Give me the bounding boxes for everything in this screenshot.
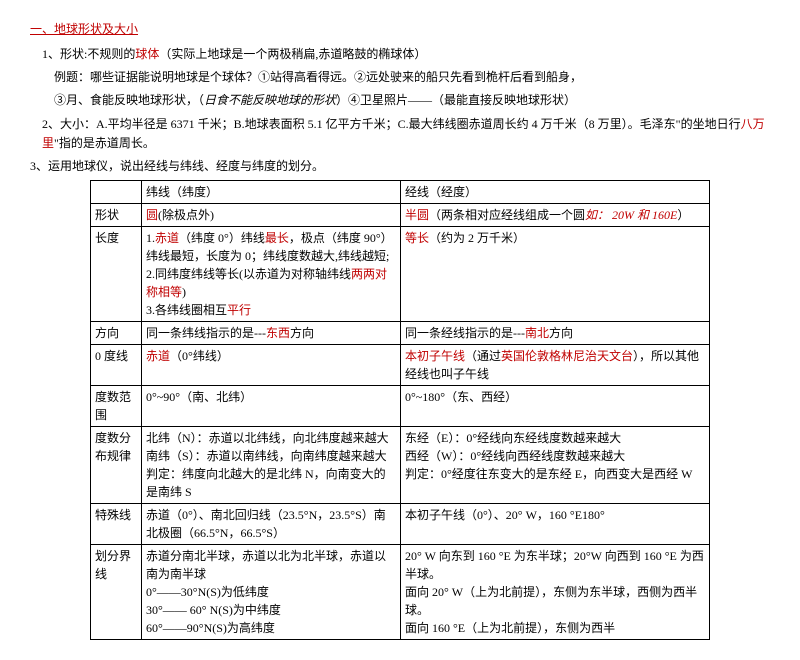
cell bbox=[91, 181, 142, 204]
cell: 圆(除极点外) bbox=[142, 204, 401, 227]
t: （约为 2 万千米） bbox=[429, 231, 525, 245]
cell: 北纬（N）：赤道以北纬线，向北纬度越来越大 南纬（S）：赤道以南纬线，向南纬度越… bbox=[142, 427, 401, 504]
cell: 0°~180°（东、西经） bbox=[401, 386, 710, 427]
t: 3.各纬线圈相互 bbox=[146, 303, 227, 317]
t: 赤道 bbox=[146, 349, 170, 363]
t: 2.同纬度纬线等长(以赤道为对称轴纬线 bbox=[146, 267, 351, 281]
cell: 本初子午线（通过英国伦敦格林尼治天文台），所以其他经线也叫子午线 bbox=[401, 345, 710, 386]
t: 圆 bbox=[146, 208, 158, 222]
table-row: 形状 圆(除极点外) 半圆（两条相对应经线组成一个圆如： 20W 和 160E） bbox=[91, 204, 710, 227]
t: 等长 bbox=[405, 231, 429, 245]
t: 方向 bbox=[290, 326, 314, 340]
t: 半圆 bbox=[405, 208, 429, 222]
t: 1. bbox=[146, 231, 155, 245]
t: （通过 bbox=[465, 349, 501, 363]
t: （0°纬线） bbox=[170, 349, 229, 363]
cell: 0 度线 bbox=[91, 345, 142, 386]
table-row: 特殊线 赤道（0°）、南北回归线（23.5°N，23.5°S）南北极圈（66.5… bbox=[91, 504, 710, 545]
t: 南北 bbox=[525, 326, 549, 340]
t: 面向 160 °E（上为北前提），东侧为西半 bbox=[405, 621, 615, 635]
para-2: 2、大小：A.平均半径是 6371 千米；B.地球表面积 5.1 亿平方千米；C… bbox=[30, 115, 770, 153]
p1-b: 球体 bbox=[135, 47, 159, 61]
t: 平行 bbox=[227, 303, 251, 317]
t: 60°——90°N(S)为高纬度 bbox=[146, 621, 275, 635]
t: 20° W 向东到 160 °E 为东半球；20°W 向西到 160 °E 为西… bbox=[405, 549, 704, 581]
table-row: 长度 1.赤道（纬度 0°）纬线最长，极点（纬度 90°）纬线最短，长度为 0；… bbox=[91, 227, 710, 322]
para-1: 1、形状:不规则的球体（实际上地球是一个两极稍扁,赤道略鼓的椭球体） bbox=[30, 45, 770, 64]
cell: 度数范围 bbox=[91, 386, 142, 427]
cell: 长度 bbox=[91, 227, 142, 322]
p1-c: （实际上地球是一个两极稍扁,赤道略鼓的椭球体） bbox=[159, 47, 426, 61]
t: 赤道分南北半球，赤道以北为北半球，赤道以南为南半球 bbox=[146, 549, 386, 581]
cell: 纬线（纬度） bbox=[142, 181, 401, 204]
cell: 赤道（0°）、南北回归线（23.5°N，23.5°S）南北极圈（66.5°N，6… bbox=[142, 504, 401, 545]
cell: 经线（经度） bbox=[401, 181, 710, 204]
section-title: 一、地球形状及大小 bbox=[30, 20, 770, 37]
cell: 东经（E）：0°经线向东经线度数越来越大 西经（W）：0°经线向西经线度数越来越… bbox=[401, 427, 710, 504]
p1-a: 1、形状:不规则的 bbox=[42, 47, 135, 61]
t: 东西 bbox=[266, 326, 290, 340]
t: 最长 bbox=[265, 231, 289, 245]
cell: 赤道分南北半球，赤道以北为北半球，赤道以南为南半球 0°——30°N(S)为低纬… bbox=[142, 545, 401, 640]
cell: 1.赤道（纬度 0°）纬线最长，极点（纬度 90°）纬线最短，长度为 0；纬线度… bbox=[142, 227, 401, 322]
cell: 特殊线 bbox=[91, 504, 142, 545]
p2-c: "指的是赤道周长。 bbox=[54, 136, 155, 150]
cell: 20° W 向东到 160 °E 为东半球；20°W 向西到 160 °E 为西… bbox=[401, 545, 710, 640]
cell: 形状 bbox=[91, 204, 142, 227]
t: 30°—— 60° N(S)为中纬度 bbox=[146, 603, 281, 617]
table-row: 纬线（纬度） 经线（经度） bbox=[91, 181, 710, 204]
cell: 等长（约为 2 万千米） bbox=[401, 227, 710, 322]
t: 面向 20° W（上为北前提），东侧为东半球，西侧为西半球。 bbox=[405, 585, 697, 617]
ex-2b: 日食不能反映地球的形状 bbox=[204, 93, 336, 107]
ex-2a: ③月、食能反映地球形状，（ bbox=[54, 93, 204, 107]
table-row: 度数分布规律 北纬（N）：赤道以北纬线，向北纬度越来越大 南纬（S）：赤道以南纬… bbox=[91, 427, 710, 504]
p2-a: 2、大小：A.平均半径是 6371 千米；B.地球表面积 5.1 亿平方千米；C… bbox=[42, 117, 741, 131]
cell: 半圆（两条相对应经线组成一个圆如： 20W 和 160E） bbox=[401, 204, 710, 227]
main-table: 纬线（纬度） 经线（经度） 形状 圆(除极点外) 半圆（两条相对应经线组成一个圆… bbox=[90, 180, 710, 640]
t: 英国伦敦格林尼治天文台 bbox=[501, 349, 633, 363]
t: 方向 bbox=[549, 326, 573, 340]
table-row: 划分界线 赤道分南北半球，赤道以北为北半球，赤道以南为南半球 0°——30°N(… bbox=[91, 545, 710, 640]
cell: 同一条经线指示的是---南北方向 bbox=[401, 322, 710, 345]
cell: 划分界线 bbox=[91, 545, 142, 640]
example-intro: 例题：哪些证据能说明地球是个球体？①站得高看得远。②远处驶来的船只先看到桅杆后看… bbox=[30, 68, 770, 87]
t: (除极点外) bbox=[158, 208, 214, 222]
t: ) bbox=[182, 285, 186, 299]
example-line2: ③月、食能反映地球形状，（日食不能反映地球的形状）④卫星照片——（最能直接反映地… bbox=[30, 91, 770, 110]
table-row: 0 度线 赤道（0°纬线） 本初子午线（通过英国伦敦格林尼治天文台），所以其他经… bbox=[91, 345, 710, 386]
t: （两条相对应经线组成一个圆 bbox=[429, 208, 585, 222]
cell: 本初子午线（0°）、20° W，160 °E180° bbox=[401, 504, 710, 545]
t: 本初子午线 bbox=[405, 349, 465, 363]
cell: 同一条纬线指示的是---东西方向 bbox=[142, 322, 401, 345]
cell: 方向 bbox=[91, 322, 142, 345]
t: 0°——30°N(S)为低纬度 bbox=[146, 585, 269, 599]
t: 同一条纬线指示的是--- bbox=[146, 326, 266, 340]
t: ） bbox=[677, 208, 689, 222]
t: （纬度 0°）纬线 bbox=[179, 231, 265, 245]
ex-2c: ）④卫星照片——（最能直接反映地球形状） bbox=[336, 93, 576, 107]
cell: 0°~90°（南、北纬） bbox=[142, 386, 401, 427]
t: 同一条经线指示的是--- bbox=[405, 326, 525, 340]
t: 赤道 bbox=[155, 231, 179, 245]
cell: 度数分布规律 bbox=[91, 427, 142, 504]
cell: 赤道（0°纬线） bbox=[142, 345, 401, 386]
table-row: 度数范围 0°~90°（南、北纬） 0°~180°（东、西经） bbox=[91, 386, 710, 427]
para-3: 3、运用地球仪，说出经线与纬线、经度与纬度的划分。 bbox=[30, 157, 770, 176]
t: 如： 20W 和 160E bbox=[585, 208, 677, 222]
table-row: 方向 同一条纬线指示的是---东西方向 同一条经线指示的是---南北方向 bbox=[91, 322, 710, 345]
